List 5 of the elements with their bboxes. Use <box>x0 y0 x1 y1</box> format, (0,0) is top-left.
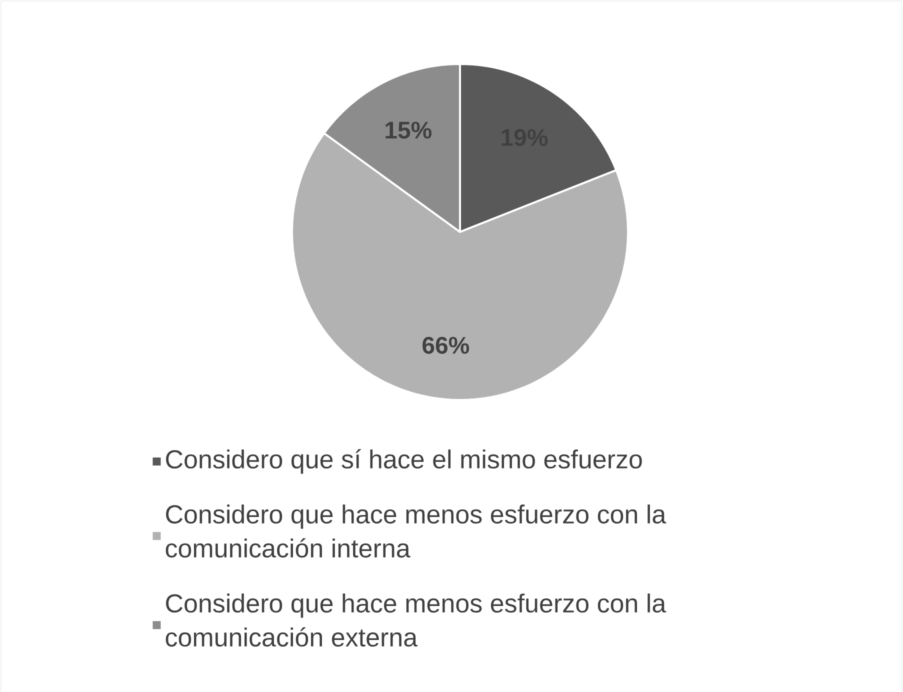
legend-label: Considero que hace menos esfuerzo con la comunicación externa <box>166 594 666 647</box>
legend-label: Considero que sí hace el mismo esfuerzo <box>166 449 642 474</box>
legend-label: Considero que hace menos esfuerzo con la comunicación interna <box>166 504 666 558</box>
data-label: 66% <box>422 336 470 354</box>
data-label: 15% <box>386 122 432 139</box>
